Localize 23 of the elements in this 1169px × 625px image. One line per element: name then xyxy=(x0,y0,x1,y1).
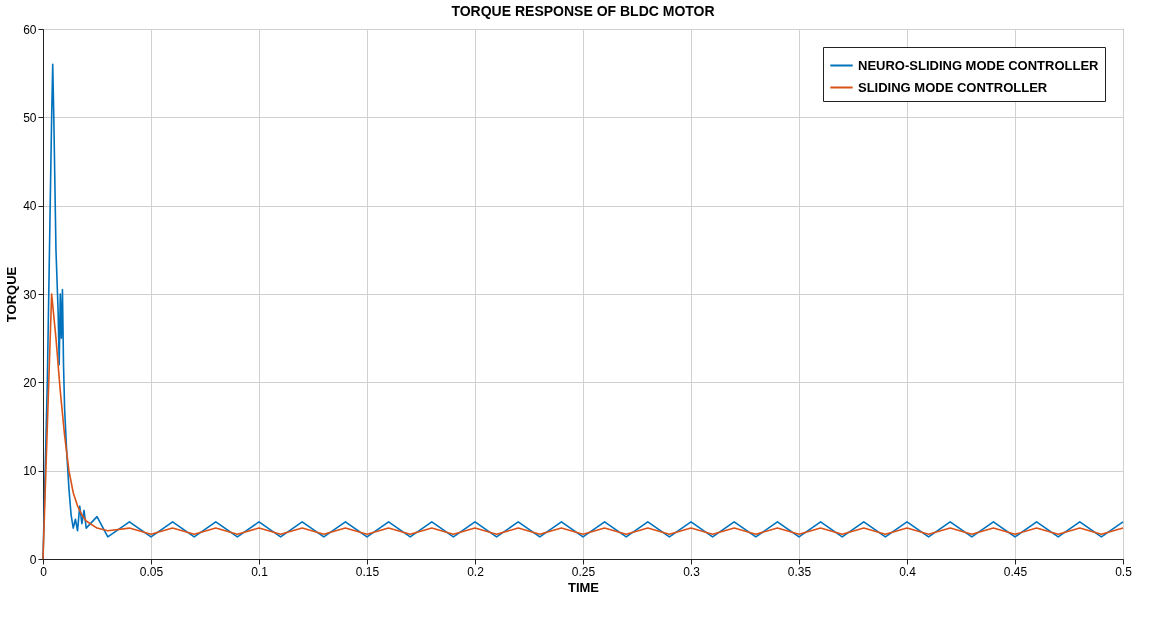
x-tick-label: 0.05 xyxy=(139,564,164,579)
x-tick-label: 0.1 xyxy=(251,564,269,579)
legend-label: NEURO-SLIDING MODE CONTROLLER xyxy=(858,57,1100,73)
x-tick-label: 0.15 xyxy=(355,564,380,579)
x-tick-label: 0.2 xyxy=(467,564,485,579)
legend-label: SLIDING MODE CONTROLLER xyxy=(858,79,1048,95)
y-tick-label: 20 xyxy=(23,375,37,390)
x-axis-title: TIME xyxy=(567,579,600,595)
x-tick-label: 0.45 xyxy=(1003,564,1028,579)
x-tick-label: 0.5 xyxy=(1115,564,1133,579)
x-tick-label: 0.25 xyxy=(571,564,596,579)
y-tick-label: 50 xyxy=(23,110,37,125)
x-tick-label: 0.3 xyxy=(683,564,701,579)
y-tick-label: 0 xyxy=(29,552,37,567)
y-tick-label: 10 xyxy=(23,464,37,479)
chart-title: TORQUE RESPONSE OF BLDC MOTOR xyxy=(451,3,715,19)
y-tick-label: 40 xyxy=(23,199,37,214)
x-tick-label: 0.35 xyxy=(787,564,812,579)
x-tick-label: 0.4 xyxy=(899,564,917,579)
y-axis-title: TORQUE xyxy=(4,266,20,323)
y-tick-label: 60 xyxy=(23,22,37,37)
y-tick-label: 30 xyxy=(23,287,37,302)
x-tick-label: 0 xyxy=(40,564,48,579)
